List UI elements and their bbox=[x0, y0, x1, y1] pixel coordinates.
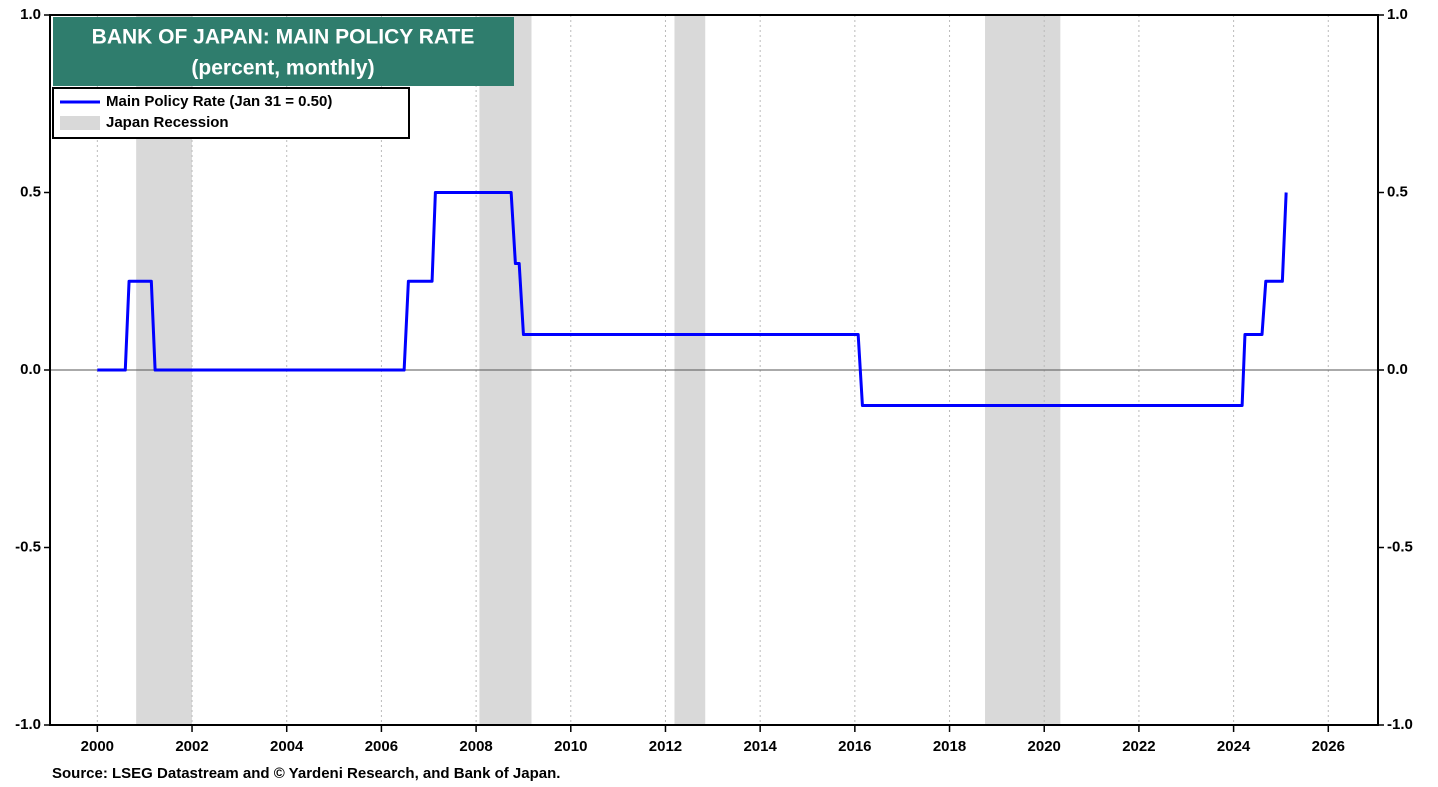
x-tick-label: 2012 bbox=[649, 738, 682, 755]
chart-title: BANK OF JAPAN: MAIN POLICY RATE bbox=[92, 26, 475, 49]
y-tick-label: 1.0 bbox=[20, 6, 41, 23]
x-tick-label: 2020 bbox=[1028, 738, 1061, 755]
y-tick-label-right: 0.0 bbox=[1387, 361, 1408, 378]
y-tick-label-right: -0.5 bbox=[1387, 538, 1413, 555]
x-tick-label: 2002 bbox=[175, 738, 208, 755]
legend-label: Japan Recession bbox=[106, 114, 229, 131]
y-tick-label: -1.0 bbox=[15, 716, 41, 733]
x-tick-label: 2026 bbox=[1312, 738, 1345, 755]
x-tick-label: 2024 bbox=[1217, 738, 1251, 755]
x-tick-label: 2004 bbox=[270, 738, 304, 755]
y-tick-label-right: -1.0 bbox=[1387, 716, 1413, 733]
legend-swatch-recession bbox=[60, 116, 100, 130]
x-tick-label: 2016 bbox=[838, 738, 871, 755]
y-tick-label: 0.5 bbox=[20, 183, 41, 200]
legend-label: Main Policy Rate (Jan 31 = 0.50) bbox=[106, 93, 332, 110]
x-tick-label: 2008 bbox=[459, 738, 492, 755]
line-layer bbox=[97, 191, 1288, 407]
x-tick-label: 2000 bbox=[81, 738, 114, 755]
y-tick-label-right: 1.0 bbox=[1387, 6, 1408, 23]
y-tick-label: 0.0 bbox=[20, 361, 41, 378]
chart-subtitle: (percent, monthly) bbox=[191, 57, 374, 80]
x-tick-label: 2022 bbox=[1122, 738, 1155, 755]
x-tick-label: 2006 bbox=[365, 738, 398, 755]
y-tick-label: -0.5 bbox=[15, 538, 41, 555]
x-tick-label: 2018 bbox=[933, 738, 966, 755]
series-line bbox=[97, 191, 1288, 407]
legend-box bbox=[52, 87, 410, 139]
title-box bbox=[53, 17, 514, 86]
source-note: Source: LSEG Datastream and © Yardeni Re… bbox=[52, 765, 560, 782]
x-tick-label: 2014 bbox=[743, 738, 777, 755]
x-tick-label: 2010 bbox=[554, 738, 587, 755]
axis-layer: 2000 2002 2004 2006 2008 2010 2012 2014 2016 2018… bbox=[15, 6, 1413, 755]
y-tick-label-right: 0.5 bbox=[1387, 183, 1408, 200]
